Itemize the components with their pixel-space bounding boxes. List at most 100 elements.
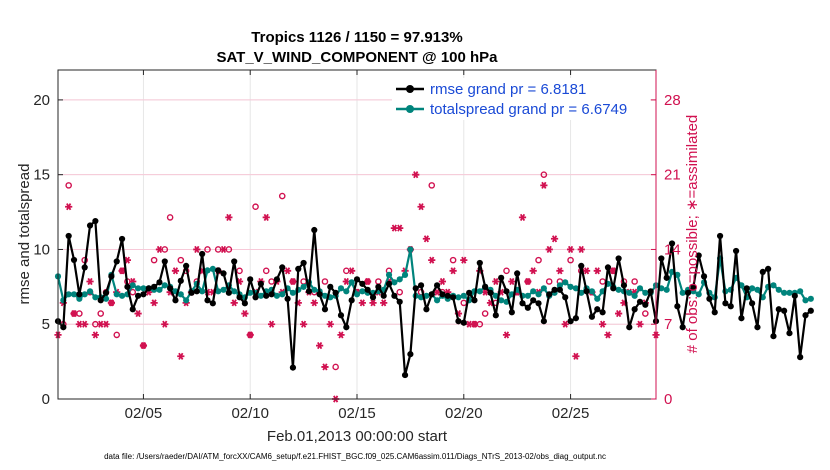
obs-assimilated-marker [636, 320, 644, 328]
rmse-point [604, 264, 612, 271]
rmse-point [407, 351, 414, 358]
rmse-point [647, 288, 654, 295]
spread-point [524, 292, 531, 299]
y2-axis-label: # of obs: o=possible; ∗=assimilated [684, 115, 701, 354]
obs-assimilated-marker [572, 352, 580, 360]
y2-tick-label: 14 [664, 241, 681, 258]
rmse-point [348, 297, 355, 304]
obs-possible-marker [262, 267, 270, 275]
spread-point [220, 286, 227, 293]
rmse-point [268, 291, 275, 298]
y2-tick-label: 28 [664, 92, 681, 109]
obs-assimilated-marker [369, 299, 377, 307]
rmse-point [503, 288, 510, 295]
y-tick-label: 20 [33, 92, 50, 109]
rmse-point [433, 282, 441, 289]
spread-point [129, 282, 136, 289]
rmse-point [732, 247, 740, 255]
rmse-point [145, 285, 152, 292]
obs-assimilated-marker [150, 299, 158, 307]
x-axis-label: Feb.01,2013 00:00:00 start [267, 428, 448, 445]
x-tick-label: 02/25 [552, 405, 590, 422]
rmse-point [199, 250, 206, 258]
obs-possible-marker [204, 246, 211, 253]
spread-point [455, 294, 462, 301]
obs-possible-marker [332, 363, 339, 371]
rmse-point [460, 319, 467, 326]
spread-point [348, 279, 355, 286]
rmse-point [241, 300, 248, 307]
obs-possible-marker [252, 203, 259, 211]
spread-point [407, 246, 414, 253]
spread-point [636, 285, 644, 292]
rmse-point [359, 280, 366, 287]
spread-point [535, 291, 542, 298]
rmse-point [743, 285, 750, 292]
spread-point [231, 288, 238, 295]
rmse-point [567, 318, 574, 325]
obs-assimilated-marker [161, 320, 169, 328]
rmse-point [482, 283, 489, 290]
rmse-point [519, 300, 526, 307]
spread-point [567, 283, 574, 290]
obs-possible-marker [236, 267, 243, 275]
obs-count-markers [54, 171, 660, 403]
obs-assimilated-marker [577, 245, 585, 254]
series-lines [54, 217, 814, 379]
rmse-point [487, 289, 494, 296]
rmse-point [70, 256, 78, 264]
spread-point [615, 286, 622, 293]
obs-assimilated-marker [139, 342, 148, 350]
obs-assimilated-marker [348, 267, 356, 275]
rmse-point [332, 289, 339, 296]
legend-spread-label: totalspread grand pr = 6.6749 [430, 101, 627, 118]
rmse-point [151, 283, 158, 290]
obs-assimilated-marker [219, 245, 228, 254]
spread-point [65, 291, 72, 298]
obs-assimilated-marker [438, 277, 447, 286]
spread-point [140, 285, 147, 292]
obs-assimilated-marker [262, 213, 270, 221]
rmse-point [749, 300, 756, 307]
spread-point [460, 292, 467, 299]
rmse-point [626, 324, 633, 331]
x-tick-label: 02/20 [445, 405, 483, 422]
obs-possible-marker [642, 310, 649, 317]
obs-assimilated-marker [396, 224, 404, 232]
spread-point [642, 289, 649, 296]
spread-point [476, 288, 483, 295]
spread-point [770, 282, 777, 289]
spread-point [359, 288, 366, 295]
rmse-point [343, 324, 350, 331]
rmse-point [401, 371, 409, 379]
obs-assimilated-marker [428, 256, 436, 264]
rmse-point [540, 318, 547, 325]
spread-point [209, 265, 216, 272]
rmse-point [289, 364, 297, 371]
obs-assimilated-marker [241, 309, 249, 318]
rmse-point [385, 280, 393, 287]
spread-point [70, 291, 78, 298]
obs-possible-marker [535, 256, 542, 264]
obs-assimilated-marker [422, 235, 431, 243]
obs-assimilated-marker [550, 235, 559, 243]
obs-assimilated-marker [582, 267, 591, 275]
spread-point [679, 289, 686, 296]
rmse-point [108, 273, 115, 280]
obs-assimilated-marker [326, 320, 334, 328]
spread-point [562, 279, 569, 286]
obs-assimilated-marker [267, 320, 276, 328]
rmse-point [113, 258, 120, 265]
rmse-point [722, 300, 729, 307]
obs-possible-marker [177, 256, 185, 264]
rmse-point [471, 297, 478, 304]
obs-possible-marker [567, 256, 574, 264]
y-tick-label: 10 [33, 241, 50, 258]
rmse-point [700, 273, 708, 280]
spread-point [76, 295, 83, 302]
obs-assimilated-marker [364, 277, 372, 286]
spread-point [786, 289, 793, 296]
rmse-point [674, 303, 681, 310]
rmse-point [81, 264, 88, 271]
spread-point [337, 285, 345, 292]
